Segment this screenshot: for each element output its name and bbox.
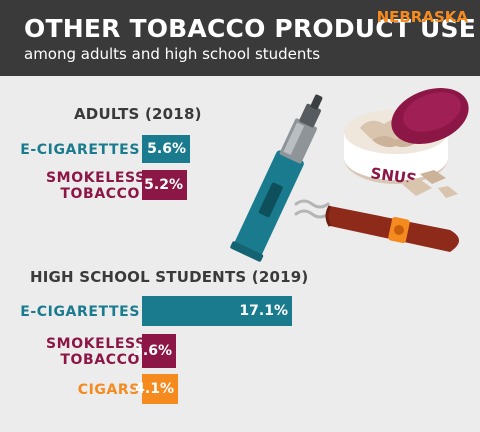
cigar-icon <box>294 199 459 252</box>
adults-smokeless-label: SMOKELESS TOBACCO <box>46 170 146 202</box>
adults-ecig-label: E-CIGARETTES <box>20 142 140 158</box>
hs-ecig-label: E-CIGARETTES <box>20 304 140 320</box>
hs-smokeless-value: 3.6% <box>133 343 172 359</box>
adults-smokeless-label-text: SMOKELESS TOBACCO <box>46 170 146 202</box>
adults-ecig-bar <box>142 135 190 163</box>
page-title: OTHER TOBACCO PRODUCT USE <box>24 14 476 43</box>
adults-ecig-value: 5.6% <box>147 141 186 157</box>
adults-section-title: ADULTS (2018) <box>74 105 202 123</box>
hs-ecig-bar <box>142 296 292 326</box>
adults-smokeless-bar <box>142 170 187 200</box>
page-subtitle: among adults and high school students <box>24 45 321 63</box>
highschool-section-title: HIGH SCHOOL STUDENTS (2019) <box>30 268 309 286</box>
hs-cigars-bar <box>142 374 178 404</box>
state-label: NEBRASKA <box>376 8 468 26</box>
header-banner: OTHER TOBACCO PRODUCT USE among adults a… <box>0 0 480 76</box>
adults-smokeless-value: 5.2% <box>144 177 183 193</box>
hs-smokeless-label: SMOKELESS TOBACCO <box>46 336 146 368</box>
vape-pen-icon <box>230 94 323 262</box>
hs-cigars-label: CIGARS <box>77 382 140 398</box>
hs-smokeless-label-text: SMOKELESS TOBACCO <box>46 336 146 368</box>
hs-smokeless-bar <box>142 334 176 368</box>
hs-cigars-value: 4.1% <box>135 381 174 397</box>
snus-tin-icon: SNUS <box>344 87 469 198</box>
hs-ecig-value: 17.1% <box>239 303 288 319</box>
